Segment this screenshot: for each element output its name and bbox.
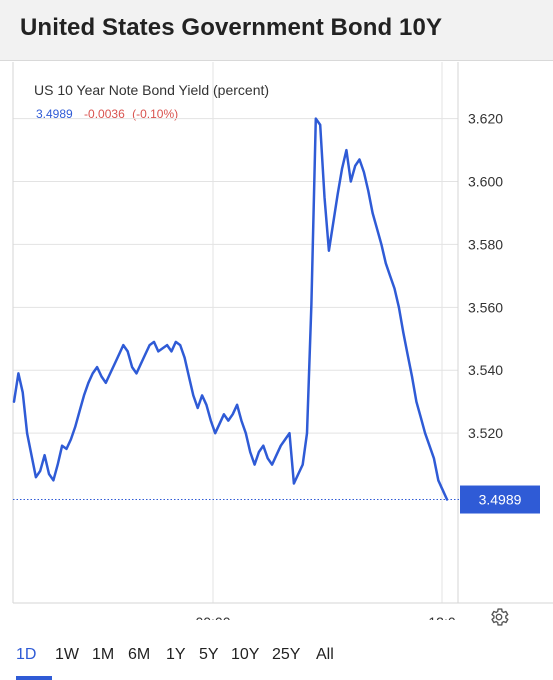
legend-current-value: 3.4989 — [36, 107, 73, 121]
active-range-indicator — [16, 676, 52, 680]
x-tick-label: 00:00 — [195, 614, 230, 620]
range-1m-button[interactable]: 1M — [92, 646, 115, 663]
legend-change: -0.0036 — [84, 107, 125, 121]
tick-labels: 3.620 3.600 3.580 3.560 3.540 3.520 00:00 12:0 — [195, 111, 503, 620]
series-layer — [12, 117, 449, 501]
range-25y-button[interactable]: 25Y — [272, 646, 301, 663]
range-1y-button[interactable]: 1Y — [166, 646, 186, 663]
price-tag — [460, 485, 540, 514]
grid-lines — [13, 62, 458, 603]
y-tick-label: 3.600 — [468, 174, 503, 190]
x-tick-label: 12:0 — [428, 614, 455, 620]
y-tick-label: 3.560 — [468, 299, 503, 315]
range-5y-button[interactable]: 5Y — [199, 646, 219, 663]
y-tick-label: 3.520 — [468, 425, 503, 441]
y-tick-label: 3.580 — [468, 236, 503, 252]
legend-values: 3.4989 -0.0036 (-0.10%) — [36, 107, 178, 121]
series-title: US 10 Year Note Bond Yield (percent) — [34, 82, 270, 98]
price-tag-group: 3.4989 — [13, 485, 540, 514]
yield-series-line — [12, 117, 449, 501]
gear-icon[interactable] — [488, 606, 510, 628]
page-title: United States Government Bond 10Y — [20, 14, 443, 41]
yield-chart[interactable]: 3.6203.6003.5803.5603.5403.52000:0012:0 … — [0, 0, 553, 620]
y-tick-label: 3.540 — [468, 362, 503, 378]
axis-frame — [12, 62, 553, 604]
range-all-button[interactable]: All — [316, 646, 334, 663]
legend-change-percent: (-0.10%) — [132, 107, 179, 121]
page-header: United States Government Bond 10Y — [0, 0, 553, 61]
range-1w-button[interactable]: 1W — [55, 646, 79, 663]
price-tag-label: 3.4989 — [479, 492, 522, 508]
range-10y-button[interactable]: 10Y — [231, 646, 260, 663]
range-selector: 1D 1W 1M 6M 1Y 5Y 10Y 25Y All — [0, 644, 553, 680]
range-6m-button[interactable]: 6M — [128, 646, 151, 663]
y-tick-label: 3.620 — [468, 111, 503, 127]
chart-panel: US 10 Year Note Bond Yield (percent) 3.4… — [0, 60, 553, 680]
range-1d-button[interactable]: 1D — [16, 646, 37, 663]
